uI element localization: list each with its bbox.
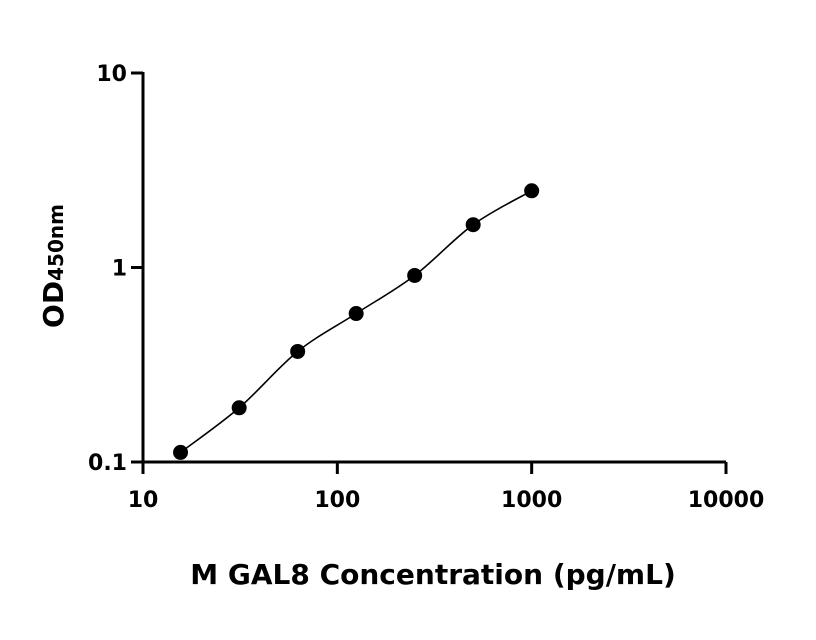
y-axis-title-main: OD — [37, 281, 70, 328]
x-tick-label: 1000 — [501, 488, 562, 513]
y-axis-title-subscript: 450nm — [44, 204, 68, 281]
data-points — [173, 183, 540, 460]
y-tick-label: 1 — [112, 257, 127, 282]
y-ticks: 0.1 1 10 — [88, 62, 143, 476]
x-tick-label: 10 — [128, 488, 159, 513]
data-point — [290, 343, 306, 359]
data-point — [407, 267, 423, 283]
data-point — [173, 444, 189, 460]
x-axis-title: M GAL8 Concentration (pg/mL) — [190, 558, 676, 591]
data-point — [465, 217, 481, 233]
y-tick-label: 0.1 — [88, 451, 127, 476]
y-axis-title: OD450nm — [37, 204, 70, 328]
data-point — [524, 183, 540, 199]
x-tick-label: 100 — [314, 488, 360, 513]
fit-curve — [180, 190, 533, 454]
y-tick-label: 10 — [96, 62, 127, 87]
x-tick-label: 10000 — [688, 488, 765, 513]
data-point — [231, 400, 247, 416]
data-point — [348, 306, 364, 322]
fit-line-group — [180, 190, 533, 454]
axes — [141, 72, 726, 464]
x-ticks: 10 100 1000 10000 — [128, 462, 765, 513]
